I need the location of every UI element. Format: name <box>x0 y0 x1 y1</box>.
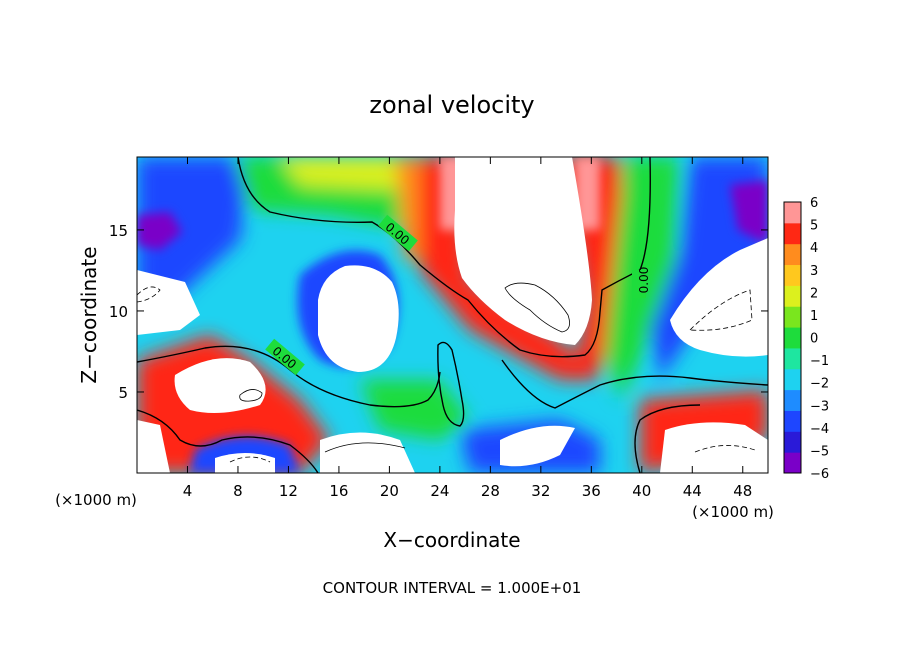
x-tick-label: 40 <box>632 482 651 500</box>
colorbar-tick-label: 3 <box>810 264 818 279</box>
colorbar-tick-label: −1 <box>810 354 829 369</box>
colorbar-swatch <box>784 285 801 307</box>
contour-zero-center <box>437 341 465 427</box>
colorbar-tick-label: 2 <box>810 286 818 301</box>
field-region-pink-right <box>575 157 600 230</box>
white-region-bottom-right <box>660 422 768 473</box>
field-region-green-center <box>360 380 470 440</box>
colorbar-swatch <box>784 452 801 474</box>
contour-negative-left <box>137 286 161 303</box>
x-tick-label: 36 <box>582 482 601 500</box>
colorbar-tick-label: 4 <box>810 241 818 256</box>
colorbar-swatch <box>784 264 801 286</box>
plot-frame <box>136 156 769 474</box>
field-region-yellow <box>280 157 400 190</box>
contour-positive-bottom-left <box>239 389 263 402</box>
colorbar-tick-label: −6 <box>810 467 829 482</box>
colorbar-tick-label: −2 <box>810 377 829 392</box>
contour-label-bg-2 <box>632 270 646 298</box>
contour-positive-right-center <box>504 282 570 333</box>
field-region-blue-left <box>137 157 250 300</box>
y-tick-label: 5 <box>118 384 128 402</box>
colorbar-swatch <box>784 431 801 453</box>
contour-lines <box>137 157 768 473</box>
white-region-bottom-left <box>174 358 266 414</box>
colorbar-tick-label: 1 <box>810 309 818 324</box>
out-of-range-regions <box>137 157 768 473</box>
colorbar-tick-label: 6 <box>810 196 818 211</box>
colorbar-swatch <box>784 389 801 411</box>
colorbar-tick-label: 5 <box>810 219 818 234</box>
contour-zero-left <box>137 345 441 408</box>
contour-negative-bottom-left <box>229 456 271 463</box>
y-axis: 5 10 15 <box>109 222 768 402</box>
white-region-bottom-small <box>215 453 275 473</box>
colorbar: 6 5 4 3 2 1 0 −1 −2 −3 −4 −5 −6 <box>783 196 829 482</box>
colorbar-swatch <box>784 347 801 370</box>
chart-title: zonal velocity <box>369 91 534 119</box>
white-region-bottom-mid <box>500 425 575 467</box>
white-region-left <box>137 270 200 335</box>
x-tick-label: 8 <box>233 482 243 500</box>
x-axis: 4 8 12 16 20 24 28 32 36 40 44 48 <box>183 157 752 500</box>
y-axis-label: Z−coordinate <box>77 246 101 383</box>
white-region-right <box>670 238 768 357</box>
colorbar-tick-label: −4 <box>810 422 829 437</box>
x-unit-left: (×1000 m) <box>55 491 137 509</box>
field-region-violet-right <box>730 180 768 245</box>
contour-interval-footer: CONTOUR INTERVAL = 1.000E+01 <box>323 579 582 597</box>
x-tick-label: 28 <box>481 482 500 500</box>
contour-label-2: 0.00 <box>637 267 651 294</box>
field-region-violet-left <box>137 212 182 250</box>
x-tick-label: 16 <box>329 482 348 500</box>
contour-zero-bottom-right <box>634 404 701 473</box>
x-tick-label: 48 <box>733 482 752 500</box>
x-axis-label: X−coordinate <box>383 528 520 552</box>
x-tick-label: 20 <box>380 482 399 500</box>
colorbar-swatch <box>784 222 801 245</box>
contour-label-bg-3 <box>265 338 305 376</box>
colorbar-frame <box>783 201 802 474</box>
contour-negative-bottom-right <box>694 445 756 453</box>
x-tick-label: 12 <box>279 482 298 500</box>
contour-positive-bottom-center <box>324 442 406 453</box>
x-tick-label: 32 <box>531 482 550 500</box>
colorbar-swatch <box>784 368 801 391</box>
contour-label-bg-1 <box>378 214 418 252</box>
colorbar-swatch <box>784 410 801 432</box>
y-tick-label: 15 <box>109 222 128 240</box>
white-region-top-center <box>454 157 592 345</box>
colorbar-swatch <box>784 327 801 349</box>
x-tick-label: 4 <box>183 482 193 500</box>
white-region-bottom-left-corner <box>137 420 170 473</box>
y-tick-label: 10 <box>109 303 128 321</box>
x-tick-label: 44 <box>683 482 702 500</box>
colorbar-swatch <box>784 202 801 224</box>
white-region-bottom-center <box>320 432 415 473</box>
colorbar-swatch <box>784 306 801 328</box>
colorbar-tick-label: −3 <box>810 399 829 414</box>
colorbar-tick-label: 0 <box>810 332 818 347</box>
contour-lines-thin <box>137 282 756 463</box>
plot-area: 0.00 0.00 0.00 <box>137 157 768 473</box>
x-tick-label: 24 <box>430 482 449 500</box>
field-region-red-mid <box>420 157 600 380</box>
contour-zero-right <box>501 359 768 409</box>
contour-zero-bottom <box>137 409 319 473</box>
contour-zero-top <box>237 157 651 358</box>
colorbar-tick-label: −5 <box>810 444 829 459</box>
colorbar-swatch <box>784 243 801 266</box>
white-region-center-oval <box>318 265 399 372</box>
contour-negative-right <box>689 289 753 331</box>
x-unit-right: (×1000 m) <box>692 503 774 521</box>
